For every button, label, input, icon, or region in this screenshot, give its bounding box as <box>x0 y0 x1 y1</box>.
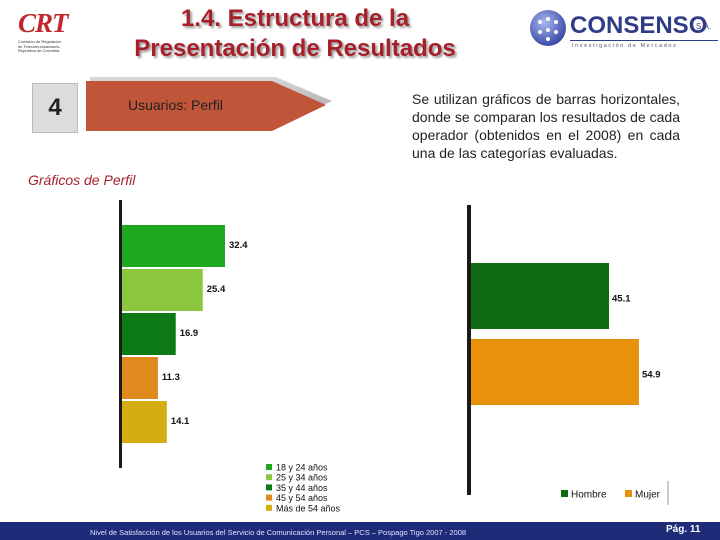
charts-subtitle: Gráficos de Perfil <box>28 172 136 188</box>
age-bar-value-label: 32.4 <box>229 240 248 251</box>
consenso-logo-tagline: Investigación de Mercados <box>572 43 678 49</box>
page-title-line: Presentación de Resultados <box>134 35 456 62</box>
gender-chart-axis <box>467 205 471 495</box>
crt-logo-subtitle-line: Comisión de Regulación <box>18 39 62 44</box>
age-legend-label: 35 y 44 años <box>276 483 328 493</box>
crt-logo-subtitle-line: de Telecomunicaciones <box>18 43 60 49</box>
age-legend-label: 45 y 54 años <box>276 493 328 503</box>
page-title: 1.4. Estructura de la Presentación de Re… <box>100 4 490 64</box>
age-bar <box>122 225 225 267</box>
gender-bar-value-label: 54.9 <box>642 369 661 380</box>
crt-logo-subtitle-line: República de Colombia <box>18 48 60 54</box>
age-bar-value-label: 16.9 <box>180 328 199 339</box>
page-number: Pág. 11 <box>666 524 701 535</box>
gender-legend-swatch <box>561 490 568 497</box>
footer-bar <box>0 522 720 540</box>
crt-logo: CRT Comisión de Regulación de Telecomuni… <box>18 8 78 64</box>
age-bar-value-label: 25.4 <box>207 284 226 295</box>
globe-icon <box>530 10 566 46</box>
section-arrow-banner <box>86 77 332 131</box>
gender-legend-label: Mujer <box>635 490 661 501</box>
age-legend-swatch <box>266 484 272 491</box>
age-legend-label: 18 y 24 años <box>276 463 328 473</box>
gender-legend-label: Hombre <box>571 490 607 501</box>
consenso-logo-name: CONSENSO <box>570 12 708 39</box>
gender-bar <box>471 339 639 405</box>
consenso-logo-divider <box>570 40 718 41</box>
age-legend-swatch <box>266 474 272 481</box>
age-chart-axis <box>119 200 122 468</box>
gender-bar-value-label: 45.1 <box>612 293 631 304</box>
age-legend-swatch <box>266 494 272 501</box>
footer-text: Nivel de Satisfacción de los Usuarios de… <box>90 528 467 537</box>
age-legend-swatch <box>266 504 272 511</box>
crt-logo-text: CRT <box>18 8 69 38</box>
age-legend-label: 25 y 34 años <box>276 473 328 483</box>
consenso-logo: CONSENSO S.A. Investigación de Mercados <box>528 8 718 52</box>
section-label: Usuarios: Perfil <box>128 97 223 113</box>
page-title-line: 1.4. Estructura de la <box>180 5 410 32</box>
description-text: Se utilizan gráficos de barras horizonta… <box>412 91 680 161</box>
consenso-logo-suffix: S.A. <box>696 22 712 31</box>
age-bar <box>122 313 176 355</box>
gender-legend-swatch <box>625 490 632 497</box>
section-number-badge: 4 <box>32 83 78 133</box>
age-legend-swatch <box>266 464 272 470</box>
age-legend-label: Más de 54 años <box>276 503 341 513</box>
gender-bar <box>471 263 610 329</box>
age-bar-value-label: 11.3 <box>162 372 180 383</box>
age-bar <box>122 269 203 311</box>
crt-logo-subtitle: Comisión de Regulación de Telecomunicaci… <box>18 39 78 54</box>
age-bar-value-label: 14.1 <box>171 416 190 427</box>
age-bar <box>122 357 158 399</box>
age-bar <box>122 401 167 443</box>
gender-profile-chart: 45.1 54.9 Hombre Mujer <box>467 205 669 505</box>
